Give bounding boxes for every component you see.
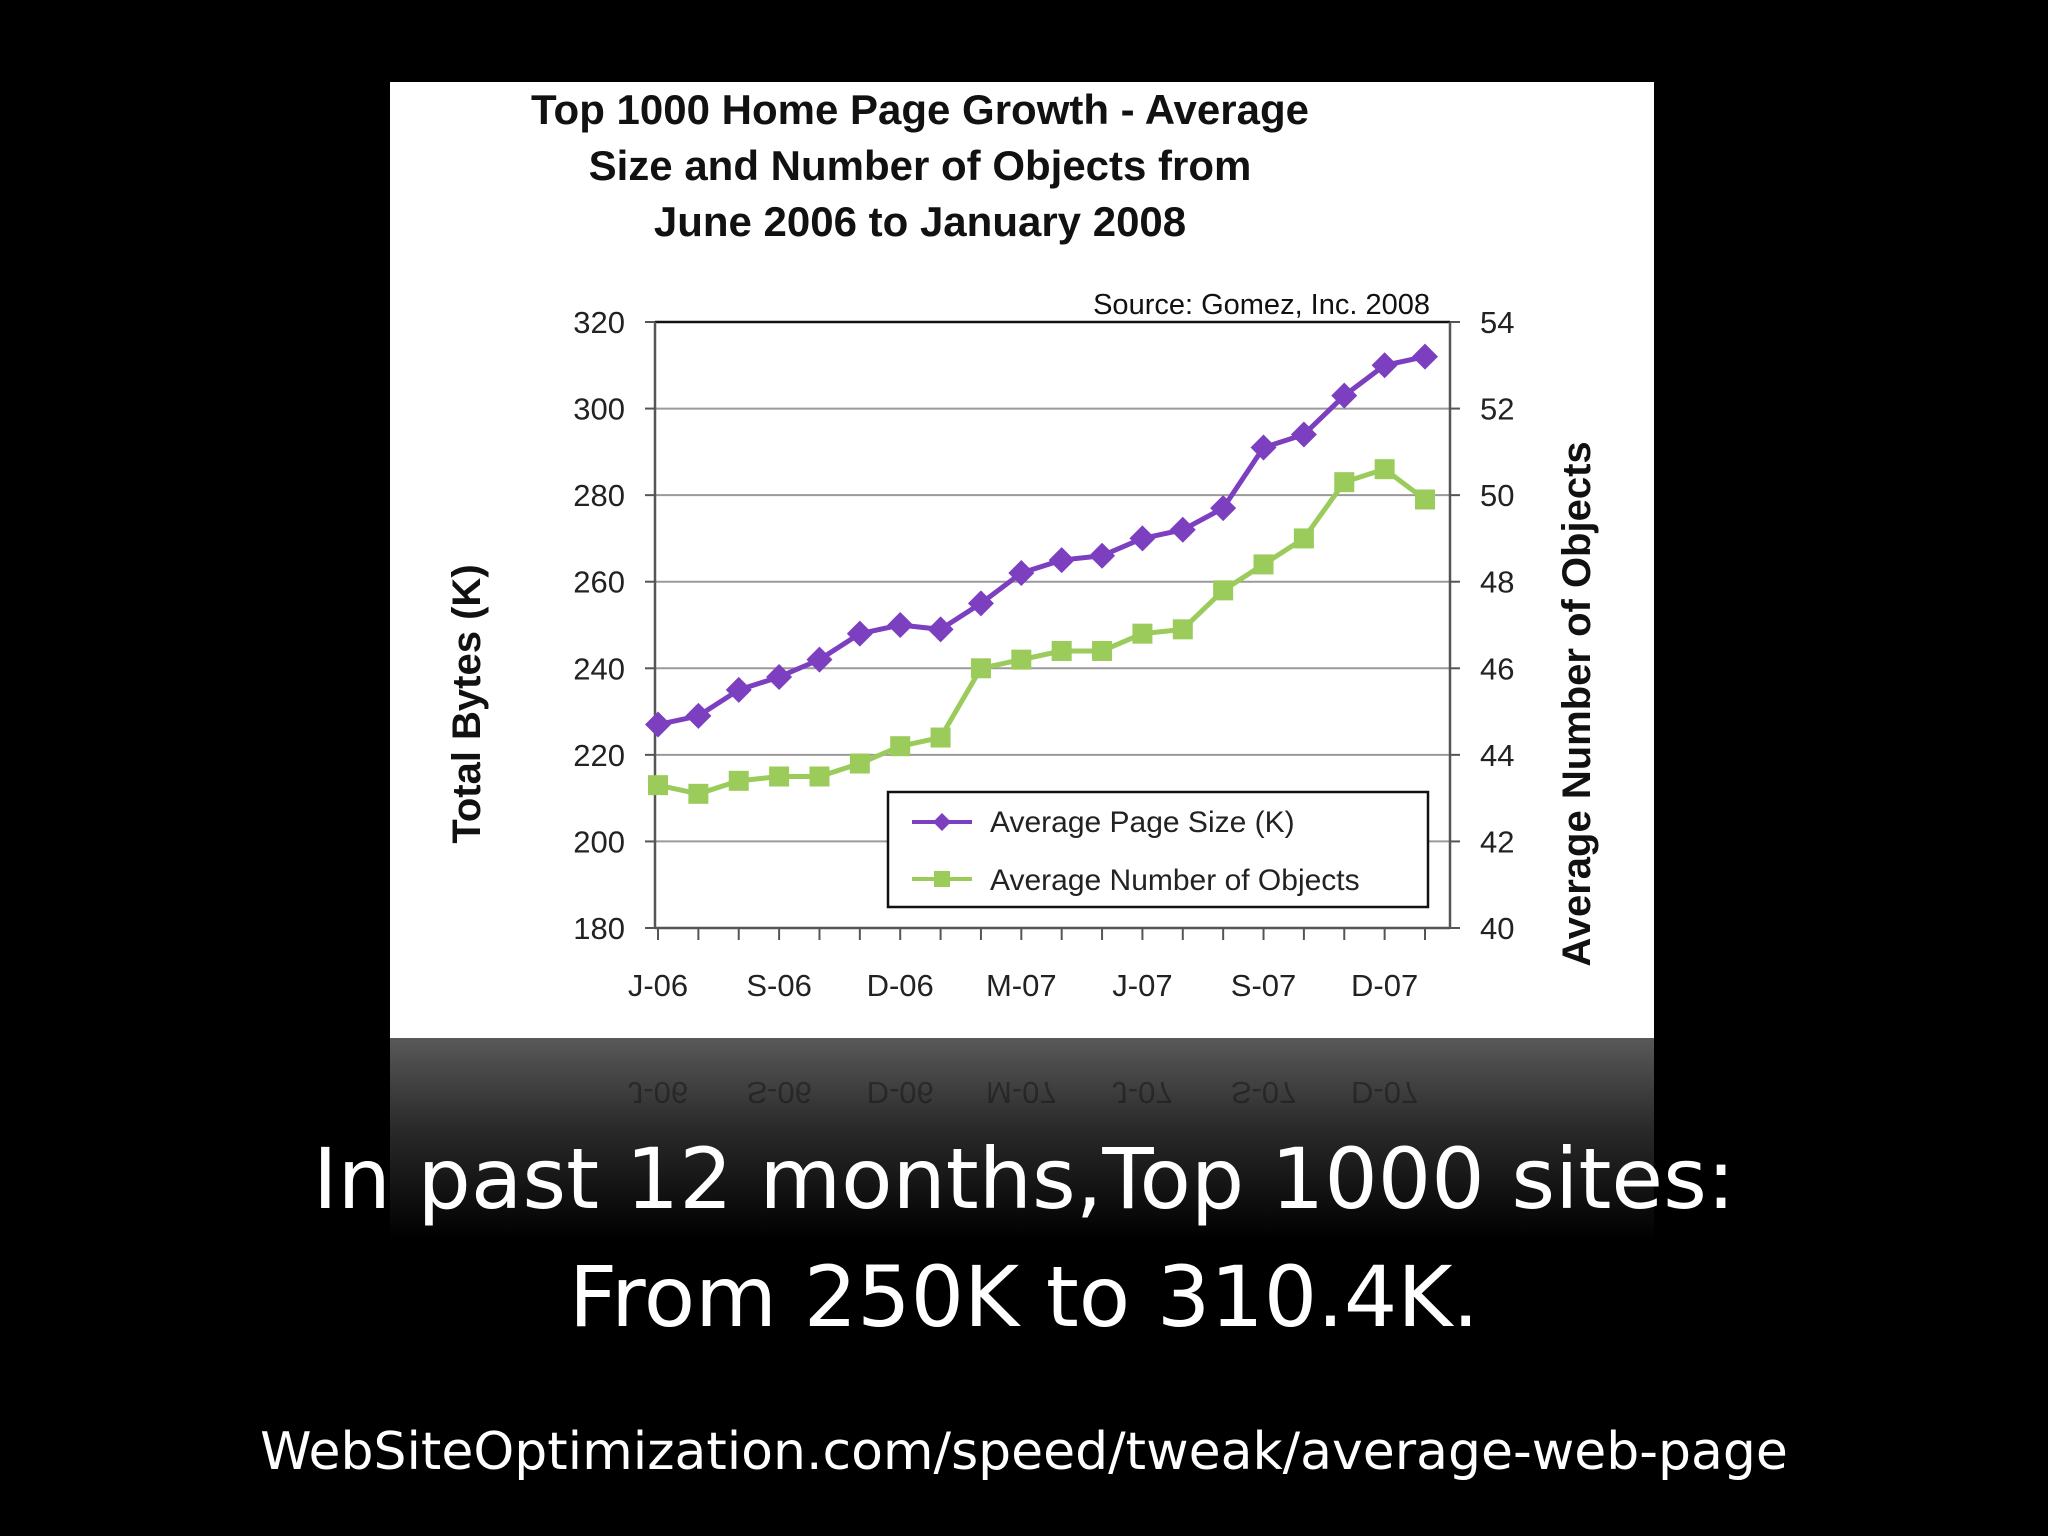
data-point-objects <box>1253 554 1274 575</box>
data-point-objects <box>1293 528 1314 549</box>
left-axis-ticks: 180 200 220 240 260 280 300 320 <box>573 305 655 946</box>
y-tick-label: 280 <box>573 478 625 513</box>
data-point-objects <box>769 766 790 787</box>
headline-line-2: From 250K to 310.4K. <box>568 1248 1480 1346</box>
x-tick-label: D-07 <box>1351 968 1418 1003</box>
data-point-page-size <box>1129 525 1156 552</box>
source-url: WebSiteOptimization.com/speed/tweak/aver… <box>260 1422 1788 1482</box>
data-point-objects <box>1334 472 1355 493</box>
chart-title: Top 1000 Home Page Growth - Average Size … <box>531 86 1309 245</box>
data-point-objects <box>1172 619 1193 640</box>
y-tick-label: 300 <box>573 392 625 427</box>
data-point-page-size <box>1371 352 1398 379</box>
x-tick-label: M-07 <box>986 968 1057 1003</box>
y2-tick-label: 52 <box>1480 392 1514 427</box>
x-tick-label: D-06 <box>867 968 934 1003</box>
data-point-page-size <box>1048 547 1075 574</box>
series-layer <box>645 343 1438 804</box>
data-point-page-size <box>725 676 752 703</box>
x-axis-ticks: J-06 S-06 D-06 M-07 J-07 S-07 D-07 <box>628 968 1418 1003</box>
data-point-page-size <box>645 711 671 738</box>
x-tick-label: J-07 <box>1112 968 1172 1003</box>
data-point-objects <box>688 783 709 804</box>
data-point-objects <box>1415 489 1435 510</box>
data-point-page-size <box>1008 560 1035 587</box>
y-tick-label: 260 <box>573 565 625 600</box>
chart-panel: Top 1000 Home Page Growth - Average Size … <box>390 82 1654 1240</box>
data-point-objects <box>1374 459 1395 480</box>
chart-title-line: Top 1000 Home Page Growth - Average <box>531 86 1309 133</box>
right-axis-ticks: 40 42 44 46 48 50 52 54 <box>1450 305 1514 946</box>
data-point-page-size <box>846 620 873 647</box>
line-chart: Top 1000 Home Page Growth - Average Size … <box>445 86 1599 1110</box>
data-point-page-size <box>1250 434 1277 461</box>
data-point-page-size <box>927 616 954 643</box>
data-point-page-size <box>685 702 712 729</box>
y-tick-label: 220 <box>573 738 625 773</box>
data-point-page-size <box>1412 343 1438 370</box>
y-tick-label: 200 <box>573 824 625 859</box>
data-point-objects <box>1132 623 1153 644</box>
gridlines <box>655 320 1450 843</box>
legend-label-objects: Average Number of Objects <box>990 864 1360 897</box>
data-point-objects <box>970 658 991 679</box>
y2-tick-label: 54 <box>1480 305 1514 340</box>
legend-square-marker <box>934 871 950 887</box>
y2-tick-label: 48 <box>1480 565 1514 600</box>
data-point-objects <box>1213 580 1234 601</box>
y2-tick-label: 44 <box>1480 738 1514 773</box>
data-point-objects <box>1092 640 1113 661</box>
data-point-page-size <box>887 612 914 638</box>
data-point-objects <box>648 775 668 796</box>
x-tick-label: J-06 <box>628 968 688 1003</box>
y2-tick-label: 40 <box>1480 911 1514 946</box>
y2-tick-label: 42 <box>1480 824 1514 859</box>
y2-tick-label: 46 <box>1480 651 1514 686</box>
headline-line-1: In past 12 months,Top 1000 sites: <box>312 1130 1736 1228</box>
slide-headline: In past 12 months,Top 1000 sites: From 2… <box>0 1120 2048 1356</box>
data-point-objects <box>930 727 951 748</box>
data-point-page-size <box>1210 495 1237 522</box>
data-point-objects <box>890 736 911 757</box>
legend: Average Page Size (K) Average Number of … <box>886 790 1430 909</box>
data-point-page-size <box>766 663 793 690</box>
series-line <box>657 466 1427 797</box>
data-point-page-size <box>1089 542 1116 569</box>
x-tick-label: S-07 <box>1231 968 1296 1003</box>
data-point-objects <box>1051 640 1072 661</box>
y2-axis-label: Average Number of Objects <box>1555 441 1599 966</box>
data-point-page-size <box>806 646 833 673</box>
data-point-page-size <box>1169 516 1196 543</box>
y-tick-label: 180 <box>573 911 625 946</box>
y-axis-label: Total Bytes (K) <box>445 564 489 843</box>
data-point-page-size <box>1331 382 1358 409</box>
legend-diamond-marker <box>933 813 951 831</box>
data-point-objects <box>1011 649 1032 670</box>
data-point-objects <box>849 753 870 774</box>
data-point-page-size <box>967 590 994 617</box>
data-point-page-size <box>1290 421 1317 448</box>
data-point-objects <box>809 766 830 787</box>
chart-title-line: June 2006 to January 2008 <box>654 198 1186 245</box>
legend-label-page-size: Average Page Size (K) <box>990 806 1295 839</box>
data-point-objects <box>728 770 749 791</box>
y-tick-label: 320 <box>573 305 625 340</box>
plot-frame <box>653 322 1452 940</box>
chart-title-line: Size and Number of Objects from <box>589 142 1252 189</box>
y2-tick-label: 50 <box>1480 478 1514 513</box>
y-tick-label: 240 <box>573 651 625 686</box>
chart-source: Source: Gomez, Inc. 2008 <box>1093 289 1430 321</box>
reflection-fade <box>390 1038 1654 1240</box>
x-tick-label: S-06 <box>746 968 811 1003</box>
